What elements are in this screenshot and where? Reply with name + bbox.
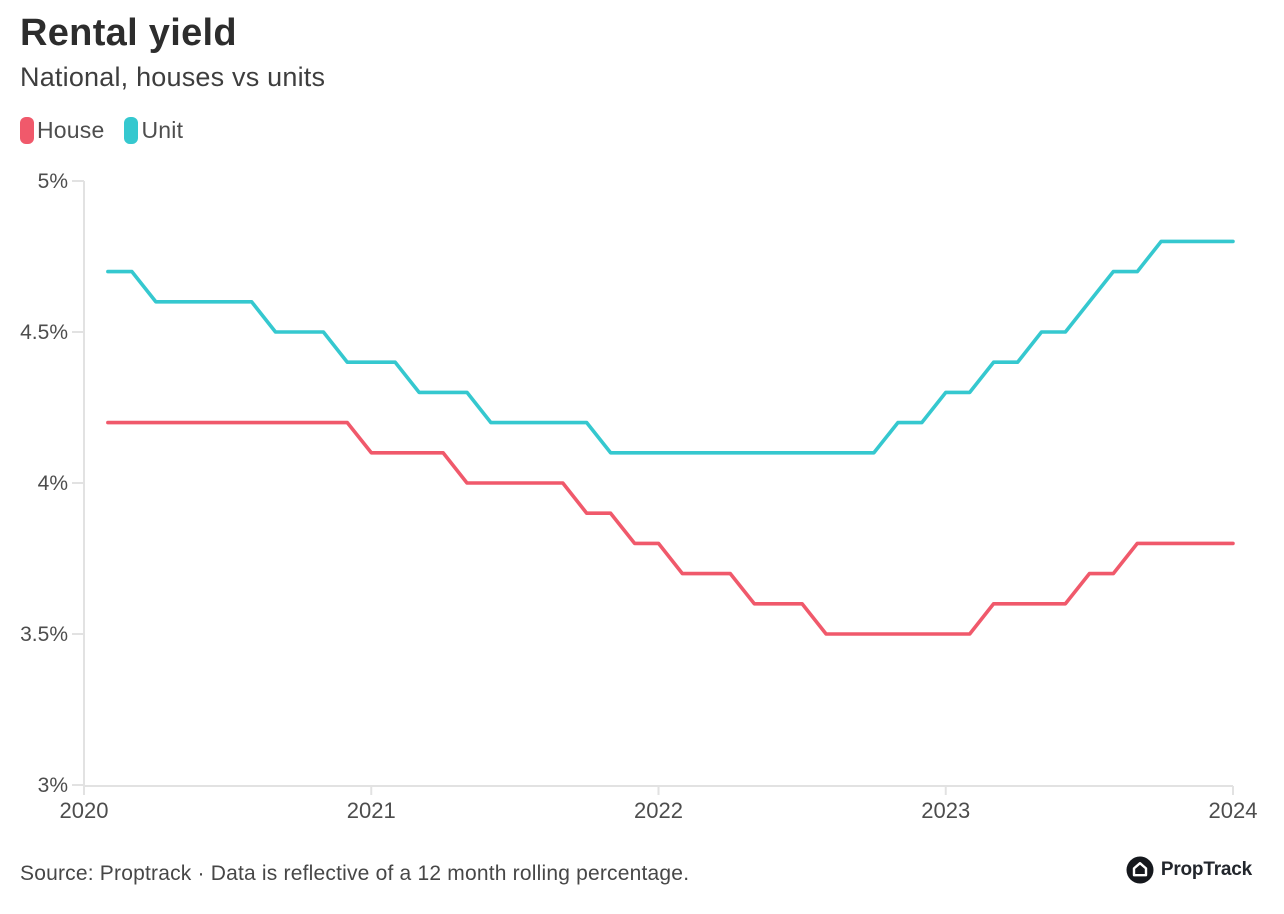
y-tick-label: 3% [38,774,68,797]
y-tick-label: 4% [38,472,68,495]
legend-item-house: House [20,117,104,144]
y-tick-label: 4.5% [20,321,68,344]
source-note: Source: Proptrack · Data is reflective o… [20,862,690,885]
legend-swatch-unit [124,117,139,144]
x-tick-label: 2021 [347,798,396,823]
proptrack-logo: PropTrack [1126,856,1252,884]
x-tick-label: 2024 [1209,798,1258,823]
chart-footer: Source: Proptrack · Data is reflective o… [0,852,1284,900]
page-title: Rental yield [20,12,237,54]
y-tick-label: 3.5% [20,623,68,646]
x-tick-label: 2022 [634,798,683,823]
legend-swatch-house [20,117,34,144]
legend: House Unit [20,117,183,144]
page-subtitle: National, houses vs units [20,61,326,92]
house-series-line [106,420,1235,636]
chart-header: Rental yield National, houses vs units [20,12,325,93]
y-tick-label: 5% [38,170,68,193]
unit-series-line [106,239,1235,455]
legend-label: House [37,117,105,143]
x-tick-label: 2020 [60,798,109,823]
brand-name: PropTrack [1160,859,1252,880]
legend-item-unit: Unit [124,117,183,144]
legend-label: Unit [141,117,184,143]
x-tick-label: 2023 [921,798,970,823]
house-in-circle-icon [1126,856,1154,884]
